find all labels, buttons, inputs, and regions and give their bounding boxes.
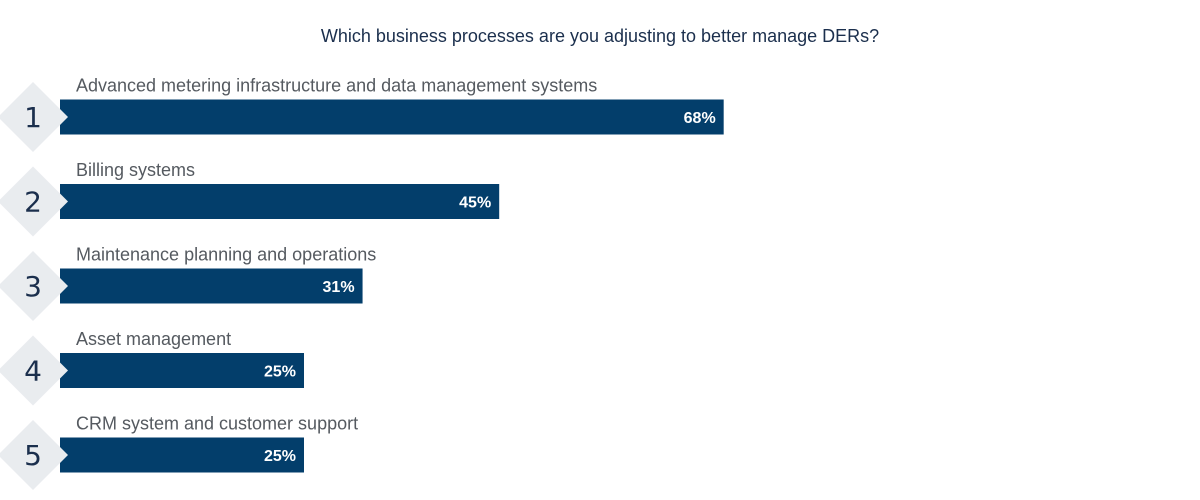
- value-label: 31%: [323, 279, 355, 296]
- value-label: 45%: [459, 195, 491, 212]
- bar: [60, 353, 304, 388]
- bar: [60, 184, 500, 219]
- bar: [60, 99, 724, 135]
- bar-rows: 1 Advanced metering infrastructure and da…: [0, 76, 724, 490]
- rank-number: 5: [24, 439, 42, 472]
- category-label: Maintenance planning and operations: [76, 245, 376, 265]
- rank-badge: [0, 335, 68, 406]
- category-label: Billing systems: [76, 160, 195, 180]
- rank-badge: [0, 251, 68, 321]
- category-label: Asset management: [76, 329, 231, 349]
- rank-number: 4: [24, 355, 42, 388]
- category-label: Advanced metering infrastructure and dat…: [76, 76, 597, 96]
- bar: [60, 268, 363, 304]
- value-label: 25%: [264, 364, 296, 381]
- bar: [60, 437, 304, 473]
- rank-number: 1: [24, 101, 42, 134]
- rank-badge: [0, 420, 68, 490]
- value-label: 68%: [684, 110, 716, 127]
- value-label: 25%: [264, 448, 296, 465]
- chart-title: Which business processes are you adjusti…: [321, 26, 879, 46]
- rank-number: 2: [24, 186, 42, 219]
- rank-number: 3: [24, 270, 42, 303]
- category-label: CRM system and customer support: [76, 414, 358, 434]
- rank-badge: [0, 166, 68, 237]
- rank-badge: [0, 82, 68, 152]
